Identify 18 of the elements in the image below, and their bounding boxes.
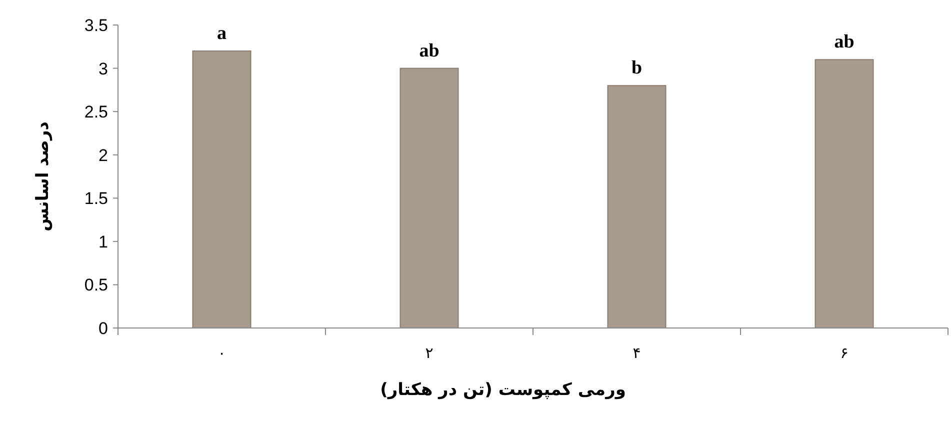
y-tick-label: 1	[98, 232, 108, 252]
y-tick-label: 0.5	[84, 276, 108, 295]
y-tick-label: 0	[98, 319, 108, 338]
x-tick-label: ۶	[840, 344, 848, 362]
y-tick-label: 3.5	[84, 16, 108, 35]
x-tick-label: ۴	[632, 344, 641, 362]
annotation: ab	[834, 32, 854, 53]
annotation: ab	[419, 40, 440, 62]
y-tick-label: 1.5	[84, 189, 108, 208]
y-axis-title: درصد اسانس	[33, 121, 53, 232]
annotation: a	[217, 22, 227, 44]
x-axis-title: ورمی کمپوست (تن در هکتار)	[380, 380, 626, 400]
annotation: b	[631, 58, 642, 79]
y-tick-label: 2.5	[84, 102, 108, 122]
y-tick-label: 3	[98, 59, 108, 78]
x-tick-label: ۲	[425, 344, 434, 362]
y-tick-label: 2	[98, 146, 108, 165]
x-tick-label: ۰	[218, 344, 226, 362]
